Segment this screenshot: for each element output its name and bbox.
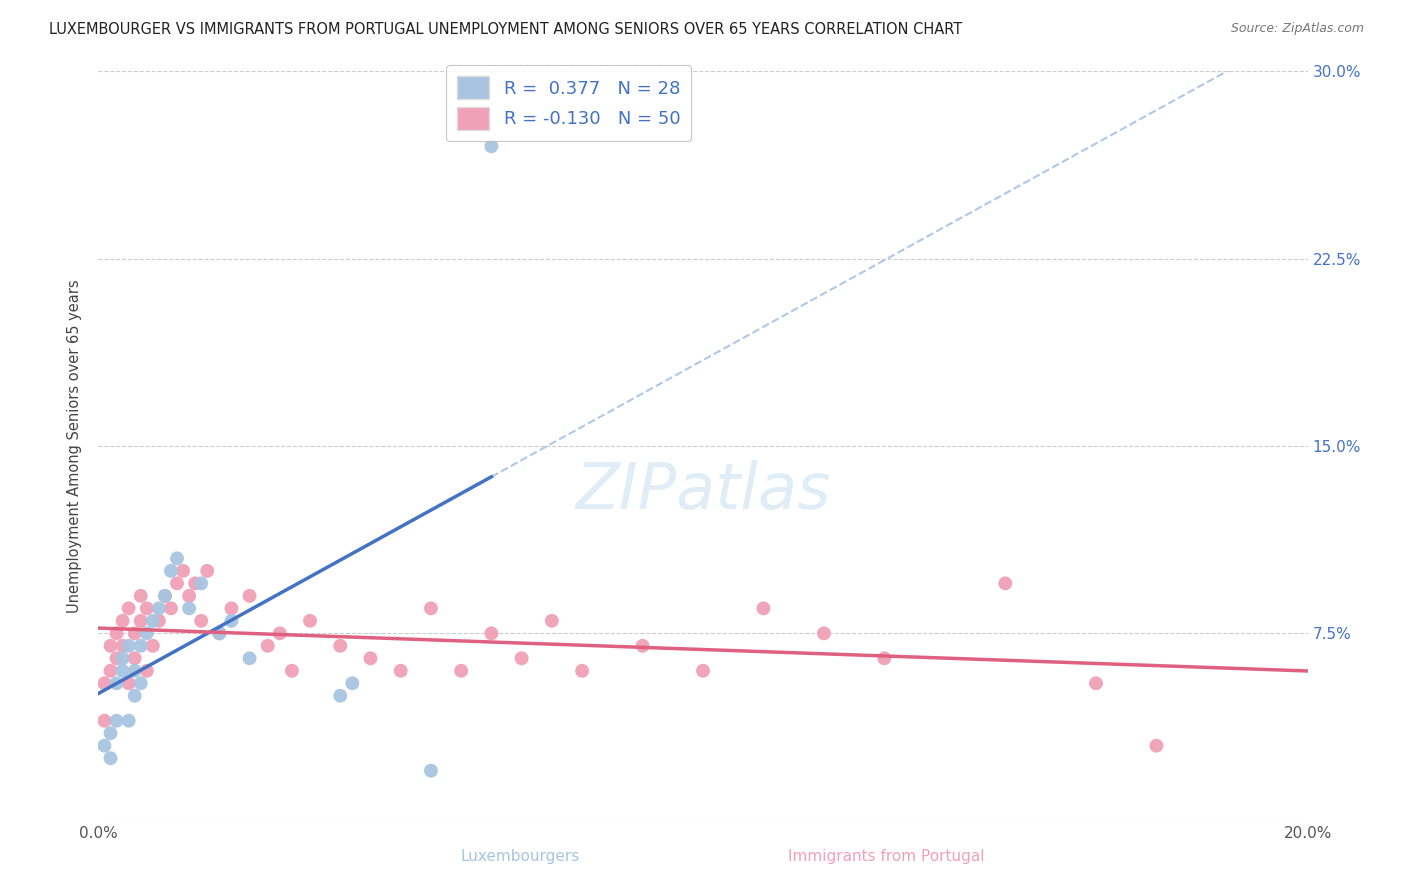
Point	[160, 601, 183, 615]
Point	[148, 614, 170, 628]
Point	[179, 601, 201, 615]
Point	[135, 601, 157, 615]
Point	[360, 651, 382, 665]
Point	[450, 664, 472, 678]
Point	[481, 626, 503, 640]
Point	[873, 651, 896, 665]
Point	[281, 664, 304, 678]
Point	[111, 639, 134, 653]
Point	[100, 664, 122, 678]
Point	[111, 664, 134, 678]
Point	[239, 651, 262, 665]
Point	[813, 626, 835, 640]
Point	[160, 564, 183, 578]
Point	[221, 614, 243, 628]
Point	[118, 601, 141, 615]
Point	[93, 714, 115, 728]
Point	[692, 664, 714, 678]
Point	[118, 639, 141, 653]
Point	[100, 726, 122, 740]
Point	[540, 614, 562, 628]
Point	[342, 676, 364, 690]
Text: Immigrants from Portugal: Immigrants from Portugal	[787, 849, 984, 863]
Point	[105, 676, 128, 690]
Point	[329, 689, 352, 703]
Point	[135, 626, 157, 640]
Point	[129, 639, 152, 653]
Point	[124, 689, 146, 703]
Point	[105, 714, 128, 728]
Point	[221, 601, 243, 615]
Point	[184, 576, 207, 591]
Point	[179, 589, 201, 603]
Point	[510, 651, 533, 665]
Point	[166, 551, 188, 566]
Point	[118, 714, 141, 728]
Point	[190, 614, 212, 628]
Point	[299, 614, 322, 628]
Point	[1085, 676, 1108, 690]
Point	[631, 639, 654, 653]
Point	[166, 576, 188, 591]
Point	[389, 664, 412, 678]
Point	[148, 601, 170, 615]
Text: Luxembourgers: Luxembourgers	[461, 849, 579, 863]
Point	[142, 614, 165, 628]
Point	[420, 764, 443, 778]
Point	[105, 626, 128, 640]
Point	[93, 739, 115, 753]
Point	[111, 651, 134, 665]
Point	[124, 651, 146, 665]
Point	[481, 139, 503, 153]
Point	[129, 614, 152, 628]
Legend: R =  0.377   N = 28, R = -0.130   N = 50: R = 0.377 N = 28, R = -0.130 N = 50	[446, 65, 692, 141]
Text: Source: ZipAtlas.com: Source: ZipAtlas.com	[1230, 22, 1364, 36]
Point	[190, 576, 212, 591]
Point	[420, 601, 443, 615]
Point	[195, 564, 218, 578]
Point	[571, 664, 593, 678]
Point	[129, 676, 152, 690]
Point	[256, 639, 278, 653]
Point	[142, 639, 165, 653]
Point	[752, 601, 775, 615]
Point	[93, 676, 115, 690]
Point	[124, 664, 146, 678]
Point	[105, 651, 128, 665]
Point	[239, 589, 262, 603]
Point	[100, 751, 122, 765]
Point	[124, 626, 146, 640]
Point	[172, 564, 194, 578]
Point	[208, 626, 231, 640]
Point	[129, 589, 152, 603]
Point	[153, 589, 176, 603]
Y-axis label: Unemployment Among Seniors over 65 years: Unemployment Among Seniors over 65 years	[67, 279, 83, 613]
Point	[111, 614, 134, 628]
Point	[329, 639, 352, 653]
Point	[1144, 739, 1167, 753]
Point	[100, 639, 122, 653]
Text: LUXEMBOURGER VS IMMIGRANTS FROM PORTUGAL UNEMPLOYMENT AMONG SENIORS OVER 65 YEAR: LUXEMBOURGER VS IMMIGRANTS FROM PORTUGAL…	[49, 22, 963, 37]
Point	[994, 576, 1017, 591]
Text: ZIPatlas: ZIPatlas	[575, 460, 831, 522]
Point	[135, 664, 157, 678]
Point	[269, 626, 291, 640]
Point	[208, 626, 231, 640]
Point	[118, 676, 141, 690]
Point	[153, 589, 176, 603]
